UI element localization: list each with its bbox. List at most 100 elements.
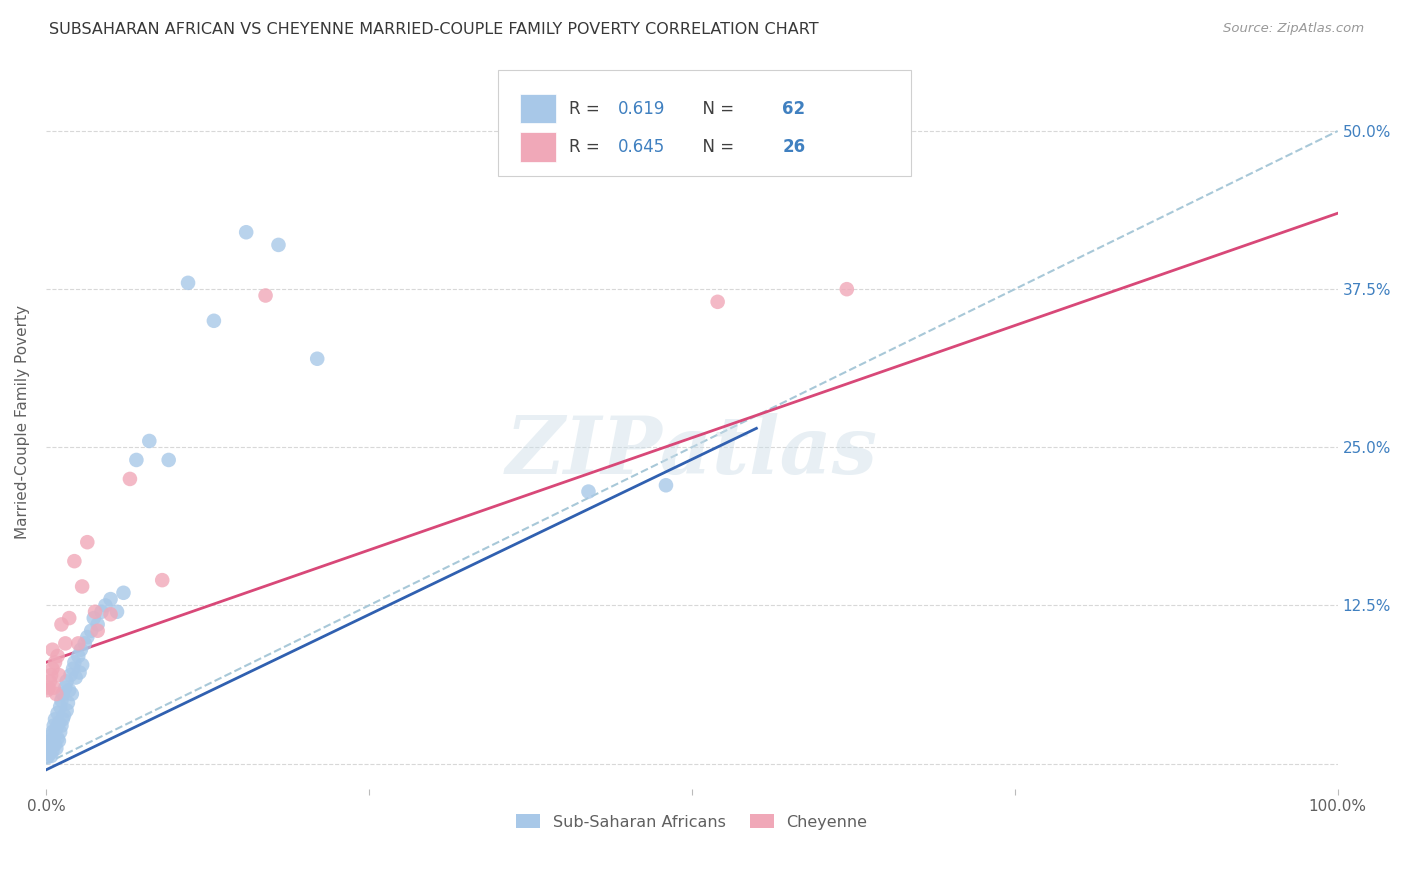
Point	[38, 741, 60, 756]
Point	[90, 605, 112, 619]
Point	[41, 662, 63, 676]
Legend: Sub-Saharan Africans, Cheyenne: Sub-Saharan Africans, Cheyenne	[510, 808, 875, 836]
Point	[38, 744, 60, 758]
Bar	[520, 94, 557, 123]
Point	[41, 736, 63, 750]
Point	[42, 731, 65, 746]
Point	[86, 617, 108, 632]
Point	[76, 630, 98, 644]
Point	[67, 648, 90, 663]
FancyBboxPatch shape	[498, 70, 911, 177]
Point	[118, 472, 141, 486]
Point	[45, 687, 67, 701]
Point	[67, 636, 90, 650]
Point	[100, 607, 122, 622]
Point	[63, 554, 86, 568]
Point	[48, 716, 70, 731]
Point	[84, 605, 107, 619]
Point	[80, 624, 103, 638]
Point	[62, 662, 84, 676]
Point	[48, 733, 70, 747]
Text: 62: 62	[782, 100, 806, 118]
Point	[38, 747, 60, 761]
Point	[46, 648, 69, 663]
Point	[44, 738, 66, 752]
Point	[46, 731, 69, 746]
Point	[70, 657, 93, 672]
Point	[267, 238, 290, 252]
Point	[41, 744, 63, 758]
Point	[51, 617, 73, 632]
Point	[83, 611, 105, 625]
Point	[100, 592, 122, 607]
Point	[51, 718, 73, 732]
Point	[138, 434, 160, 448]
Point	[157, 453, 180, 467]
Point	[76, 535, 98, 549]
Point	[578, 484, 600, 499]
Point	[53, 708, 76, 723]
Point	[105, 605, 128, 619]
Point	[835, 282, 858, 296]
Point	[38, 681, 60, 695]
Point	[41, 725, 63, 739]
Point	[307, 351, 329, 366]
Point	[38, 738, 60, 752]
Point	[39, 733, 62, 747]
Point	[86, 624, 108, 638]
Point	[42, 718, 65, 732]
Point	[38, 674, 60, 689]
Point	[655, 478, 678, 492]
Point	[39, 729, 62, 743]
Text: R =: R =	[569, 100, 605, 118]
Point	[49, 725, 72, 739]
Point	[235, 225, 257, 239]
Point	[150, 573, 173, 587]
Text: N =: N =	[692, 138, 740, 156]
Point	[177, 276, 200, 290]
Text: 0.619: 0.619	[619, 100, 665, 118]
Point	[65, 671, 87, 685]
Point	[41, 642, 63, 657]
Point	[46, 706, 69, 720]
Point	[112, 586, 135, 600]
Point	[70, 579, 93, 593]
Point	[53, 681, 76, 695]
Point	[58, 683, 80, 698]
Point	[60, 687, 83, 701]
Bar	[520, 132, 557, 161]
Point	[53, 636, 76, 650]
Text: ZIPatlas: ZIPatlas	[506, 413, 877, 490]
Point	[254, 288, 277, 302]
Text: N =: N =	[692, 100, 740, 118]
Point	[125, 453, 148, 467]
Point	[56, 696, 79, 710]
Point	[45, 741, 67, 756]
Text: 0.645: 0.645	[619, 138, 665, 156]
Point	[37, 683, 59, 698]
Point	[94, 599, 117, 613]
Point	[706, 294, 728, 309]
Point	[52, 687, 75, 701]
Point	[69, 665, 91, 680]
Point	[39, 749, 62, 764]
Point	[44, 656, 66, 670]
Text: Source: ZipAtlas.com: Source: ZipAtlas.com	[1223, 22, 1364, 36]
Point	[45, 721, 67, 735]
Point	[48, 668, 70, 682]
Y-axis label: Married-Couple Family Poverty: Married-Couple Family Poverty	[15, 305, 30, 539]
Point	[51, 693, 73, 707]
Point	[202, 314, 225, 328]
Point	[37, 750, 59, 764]
Point	[55, 674, 77, 689]
Text: R =: R =	[569, 138, 605, 156]
Point	[59, 668, 82, 682]
Point	[49, 699, 72, 714]
Point	[39, 668, 62, 682]
Text: SUBSAHARAN AFRICAN VS CHEYENNE MARRIED-COUPLE FAMILY POVERTY CORRELATION CHART: SUBSAHARAN AFRICAN VS CHEYENNE MARRIED-C…	[49, 22, 818, 37]
Text: 26: 26	[782, 138, 806, 156]
Point	[44, 712, 66, 726]
Point	[58, 611, 80, 625]
Point	[55, 703, 77, 717]
Point	[70, 642, 93, 657]
